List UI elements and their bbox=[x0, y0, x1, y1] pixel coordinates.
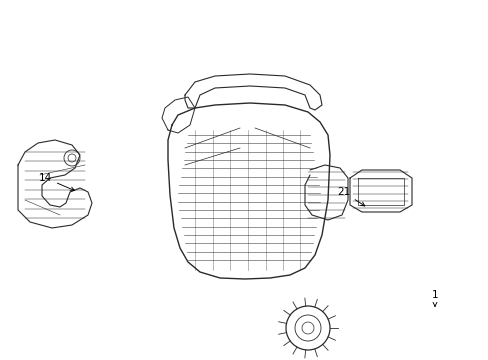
Text: 1: 1 bbox=[431, 290, 437, 306]
Text: 21: 21 bbox=[336, 187, 364, 206]
Text: 14: 14 bbox=[39, 173, 74, 191]
